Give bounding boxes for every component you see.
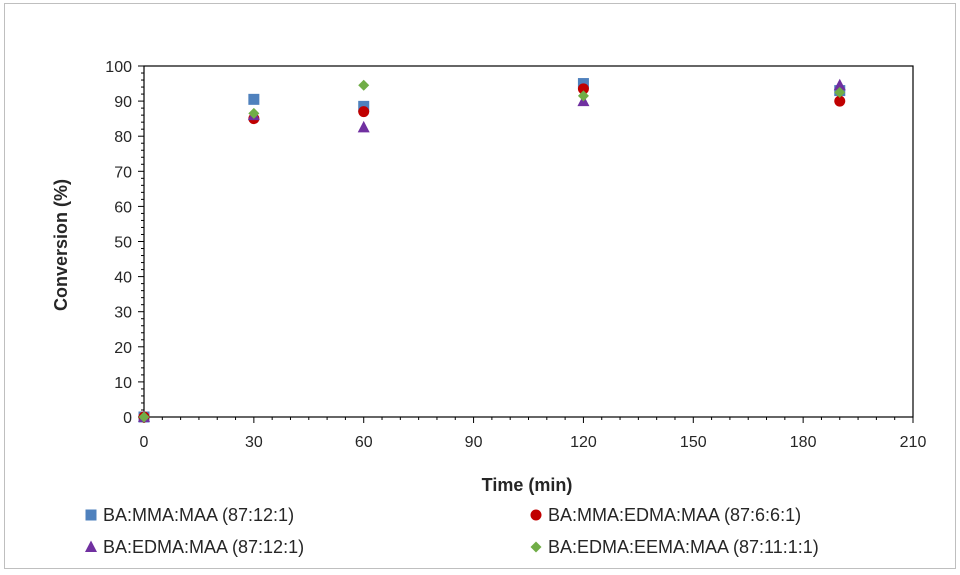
y-tick-label: 0 — [123, 410, 132, 427]
legend-item: BA:MMA:EDMA:MAA (87:6:6:1) — [530, 505, 801, 525]
x-axis-title: Time (min) — [482, 475, 573, 495]
legend-label: BA:EDMA:MAA (87:12:1) — [103, 537, 304, 557]
series-4 — [138, 79, 846, 423]
legend: BA:MMA:MAA (87:12:1) BA:MMA:EDMA:MAA (87:… — [85, 505, 819, 557]
legend-label: BA:MMA:MAA (87:12:1) — [103, 505, 294, 525]
data-point — [833, 78, 846, 91]
y-tick-label: 50 — [114, 235, 132, 252]
x-tick-label: 180 — [790, 434, 817, 451]
x-tick-label: 150 — [680, 434, 707, 451]
data-point — [577, 83, 589, 95]
data-point — [577, 90, 589, 102]
legend-marker — [530, 541, 542, 553]
scatter-chart: 0 10 20 30 40 50 60 70 80 90 100 0 30 60 90 120 150 180 2… — [51, 59, 927, 557]
legend-label: BA:EDMA:EEMA:MAA (87:11:1:1) — [548, 537, 819, 557]
series-3 — [138, 78, 846, 422]
y-axis-ticks: 0 10 20 30 40 50 60 70 80 90 100 — [105, 59, 144, 427]
series-2 — [138, 83, 846, 423]
y-tick-label: 70 — [114, 164, 132, 181]
legend-item: BA:EDMA:EEMA:MAA (87:11:1:1) — [530, 537, 819, 557]
x-tick-label: 60 — [355, 434, 373, 451]
y-tick-label: 40 — [114, 270, 132, 287]
legend-label: BA:MMA:EDMA:MAA (87:6:6:1) — [548, 505, 801, 525]
legend-marker — [530, 509, 542, 521]
legend-marker — [85, 540, 97, 552]
x-tick-label: 30 — [245, 434, 263, 451]
x-axis-ticks: 0 30 60 90 120 150 180 210 — [140, 417, 927, 451]
data-point — [248, 93, 260, 105]
chart-frame: 0 10 20 30 40 50 60 70 80 90 100 0 30 60 90 120 150 180 2… — [4, 3, 956, 569]
data-point — [358, 106, 370, 118]
y-tick-label: 60 — [114, 199, 132, 216]
legend-marker — [85, 509, 97, 521]
y-tick-label: 100 — [105, 59, 132, 76]
legend-item: BA:EDMA:MAA (87:12:1) — [85, 537, 304, 557]
data-point — [358, 79, 370, 91]
y-tick-label: 30 — [114, 305, 132, 322]
y-axis-title: Conversion (%) — [51, 179, 71, 311]
data-point — [834, 86, 846, 98]
x-tick-label: 90 — [465, 434, 483, 451]
series-1 — [138, 78, 846, 423]
series-layer — [138, 78, 846, 423]
data-point — [138, 411, 150, 423]
x-tick-label: 0 — [140, 434, 149, 451]
data-point — [834, 95, 846, 107]
x-tick-label: 210 — [900, 434, 927, 451]
y-tick-label: 10 — [114, 375, 132, 392]
y-tick-label: 20 — [114, 340, 132, 357]
data-point — [357, 120, 370, 133]
y-tick-label: 90 — [114, 94, 132, 111]
legend-item: BA:MMA:MAA (87:12:1) — [85, 505, 294, 525]
x-tick-label: 120 — [570, 434, 597, 451]
y-tick-label: 80 — [114, 129, 132, 146]
data-point — [248, 107, 260, 119]
